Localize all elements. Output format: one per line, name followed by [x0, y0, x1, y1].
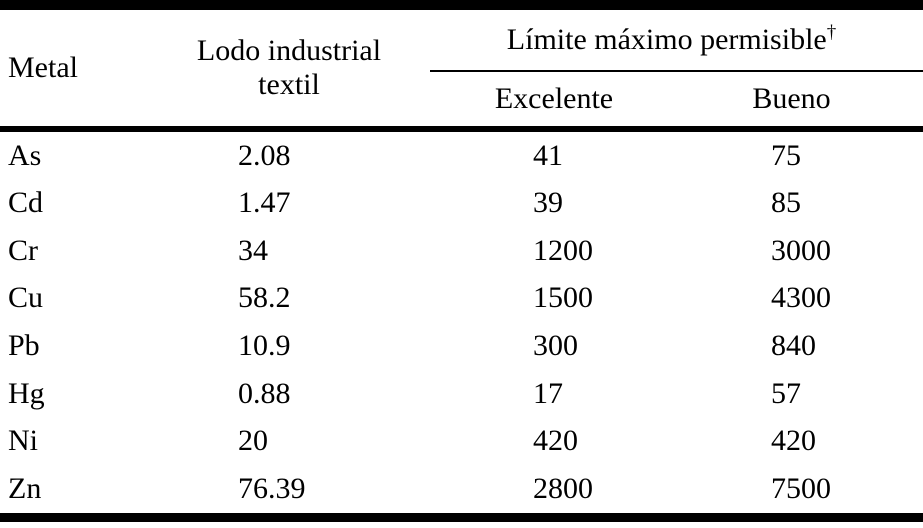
- lodo-cell: 58.2: [238, 281, 291, 315]
- metal-cell: Pb: [8, 328, 40, 362]
- metal-cell: Hg: [8, 376, 45, 410]
- header-row-sub: Excelente Bueno: [0, 71, 923, 129]
- table-row: Hg 0.88 17 57: [0, 370, 923, 418]
- metal-cell: Cu: [8, 281, 44, 315]
- bueno-cell: 3000: [771, 233, 831, 267]
- table-row: Pb 10.9 300 840: [0, 322, 923, 370]
- table-header: Metal Lodo industrial textil Límite máxi…: [0, 5, 923, 129]
- table-row: Cr 34 1200 3000: [0, 227, 923, 275]
- dagger-footnote-marker: †: [826, 21, 837, 43]
- bueno-cell: 840: [771, 328, 816, 362]
- excelente-cell: 41: [430, 126, 678, 180]
- col-header-metal: Metal: [8, 50, 78, 84]
- table-row: Cu 58.2 1500 4300: [0, 275, 923, 323]
- col-header-excelente: Excelente: [494, 81, 614, 115]
- col-group-header-limite-maximo-permisible: Límite máximo permisible†: [430, 5, 923, 72]
- bueno-cell: 75: [678, 126, 923, 180]
- bueno-cell: 4300: [771, 281, 831, 315]
- col-header-lodo-line1: Lodo industrial: [196, 33, 382, 67]
- bueno-cell: 57: [771, 376, 801, 410]
- lodo-cell: 20: [238, 424, 268, 458]
- excelente-cell: 2800: [533, 471, 593, 505]
- metal-cell: Cd: [8, 186, 44, 220]
- excelente-cell: 300: [533, 328, 578, 362]
- limite-header-text: Límite máximo permisible: [506, 22, 827, 56]
- bueno-cell: 85: [771, 186, 801, 220]
- bueno-cell: 420: [771, 424, 816, 458]
- excelente-cell: 1200: [533, 233, 593, 267]
- lodo-cell: 76.39: [238, 471, 306, 505]
- col-header-lodo-line2: textil: [258, 68, 320, 101]
- bueno-cell: 7500: [771, 471, 831, 505]
- table-row: Ni 20 420 420: [0, 418, 923, 466]
- excelente-cell: 1500: [533, 281, 593, 315]
- table-row: As 2.08 41 75: [0, 126, 923, 180]
- lodo-cell: 0.88: [238, 376, 291, 410]
- excelente-cell: 17: [533, 376, 563, 410]
- excelente-cell: 420: [533, 424, 578, 458]
- excelente-cell: 39: [533, 186, 563, 220]
- lodo-cell: 10.9: [238, 328, 291, 362]
- table-body: As 2.08 41 75 Cd 1.47 39 85 Cr 34 1200 3…: [0, 126, 923, 517]
- table-row: Cd 1.47 39 85: [0, 180, 923, 228]
- col-header-lodo-industrial-textil: Lodo industrial textil: [172, 5, 430, 129]
- lodo-cell: 1.47: [238, 186, 291, 220]
- metal-cell: Cr: [8, 233, 38, 267]
- lodo-cell: 34: [238, 233, 268, 267]
- lodo-cell: 2.08: [172, 126, 430, 180]
- metal-cell: Ni: [8, 424, 38, 458]
- col-header-bueno: Bueno: [752, 81, 831, 115]
- table-row: Zn 76.39 2800 7500: [0, 465, 923, 517]
- metal-cell: As: [0, 126, 172, 180]
- header-row-top: Metal Lodo industrial textil Límite máxi…: [0, 5, 923, 101]
- metal-cell: Zn: [8, 471, 42, 505]
